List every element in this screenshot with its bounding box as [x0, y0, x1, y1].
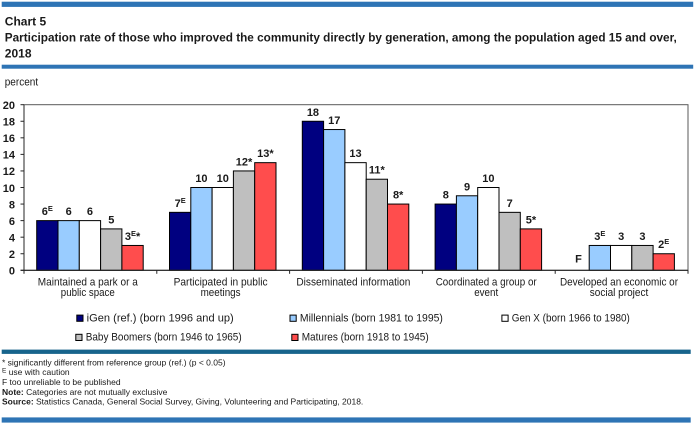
svg-text:18: 18 — [3, 117, 15, 129]
svg-text:13*: 13* — [257, 148, 274, 160]
svg-text:8: 8 — [443, 190, 449, 202]
svg-text:3E*: 3E* — [125, 229, 141, 243]
svg-text:iGen (ref.) (born 1996 and up): iGen (ref.) (born 1996 and up) — [87, 312, 234, 324]
svg-text:4: 4 — [9, 232, 16, 244]
svg-text:10: 10 — [217, 173, 229, 185]
svg-text:social project: social project — [590, 287, 649, 299]
svg-text:10: 10 — [3, 183, 15, 195]
svg-text:public space: public space — [61, 287, 115, 299]
svg-text:Baby Boomers (born 1946 to 196: Baby Boomers (born 1946 to 1965) — [86, 331, 242, 343]
svg-text:Matures (born 1918 to 1945): Matures (born 1918 to 1945) — [302, 331, 429, 343]
svg-text:Maintained a park or a: Maintained a park or a — [38, 276, 139, 288]
svg-text:8*: 8* — [393, 190, 404, 202]
svg-text:3: 3 — [618, 231, 624, 243]
svg-text:6: 6 — [9, 216, 15, 228]
svg-text:3E: 3E — [594, 229, 605, 243]
svg-text:18: 18 — [307, 107, 319, 119]
svg-text:Note: Categories are not mutua: Note: Categories are not mutually exclus… — [2, 387, 168, 397]
svg-text:10: 10 — [195, 173, 207, 185]
svg-text:16: 16 — [3, 133, 15, 145]
svg-text:20: 20 — [3, 100, 15, 112]
svg-text:10: 10 — [482, 173, 494, 185]
svg-text:F: F — [575, 254, 582, 266]
svg-text:2018: 2018 — [5, 47, 32, 61]
svg-text:14: 14 — [3, 150, 16, 162]
svg-text:event: event — [474, 287, 498, 299]
svg-text:7: 7 — [507, 198, 513, 210]
svg-text:5*: 5* — [526, 214, 537, 226]
svg-text:12*: 12* — [236, 156, 253, 168]
svg-text:Millennials (born 1981 to 1995: Millennials (born 1981 to 1995) — [300, 312, 443, 324]
svg-text:12: 12 — [3, 166, 15, 178]
svg-text:Chart 5: Chart 5 — [5, 15, 47, 29]
svg-text:9: 9 — [464, 181, 470, 193]
svg-text:5: 5 — [108, 214, 114, 226]
svg-text:Source: Statistics Canada, Gen: Source: Statistics Canada, General Socia… — [2, 397, 363, 407]
svg-text:6E: 6E — [42, 204, 53, 218]
svg-text:6: 6 — [66, 206, 72, 218]
svg-text:Participated in public: Participated in public — [174, 276, 268, 288]
svg-text:2E: 2E — [658, 237, 669, 251]
svg-text:3: 3 — [639, 231, 645, 243]
svg-text:Developed an economic or: Developed an economic or — [560, 276, 678, 288]
svg-text:8: 8 — [9, 199, 15, 211]
svg-text:percent: percent — [5, 77, 39, 89]
svg-text:Coordinated a group or: Coordinated a group or — [436, 276, 537, 288]
svg-text:2: 2 — [9, 249, 15, 261]
svg-text:11*: 11* — [369, 165, 386, 177]
svg-text:meetings: meetings — [201, 287, 241, 299]
svg-text:* significantly different from: * significantly different from reference… — [2, 357, 226, 367]
svg-text:6: 6 — [87, 206, 93, 218]
svg-text:E use with caution: E use with caution — [2, 367, 70, 377]
svg-text:17: 17 — [328, 115, 340, 127]
svg-text:7E: 7E — [175, 196, 186, 210]
svg-text:Disseminated information: Disseminated information — [296, 276, 410, 288]
svg-text:F too unreliable to be publish: F too unreliable to be published — [2, 377, 121, 387]
svg-text:0: 0 — [9, 266, 15, 278]
svg-text:Participation rate of those wh: Participation rate of those who improved… — [5, 31, 677, 45]
svg-text:Gen X (born 1966 to 1980): Gen X (born 1966 to 1980) — [512, 312, 630, 324]
svg-text:13: 13 — [349, 148, 361, 160]
